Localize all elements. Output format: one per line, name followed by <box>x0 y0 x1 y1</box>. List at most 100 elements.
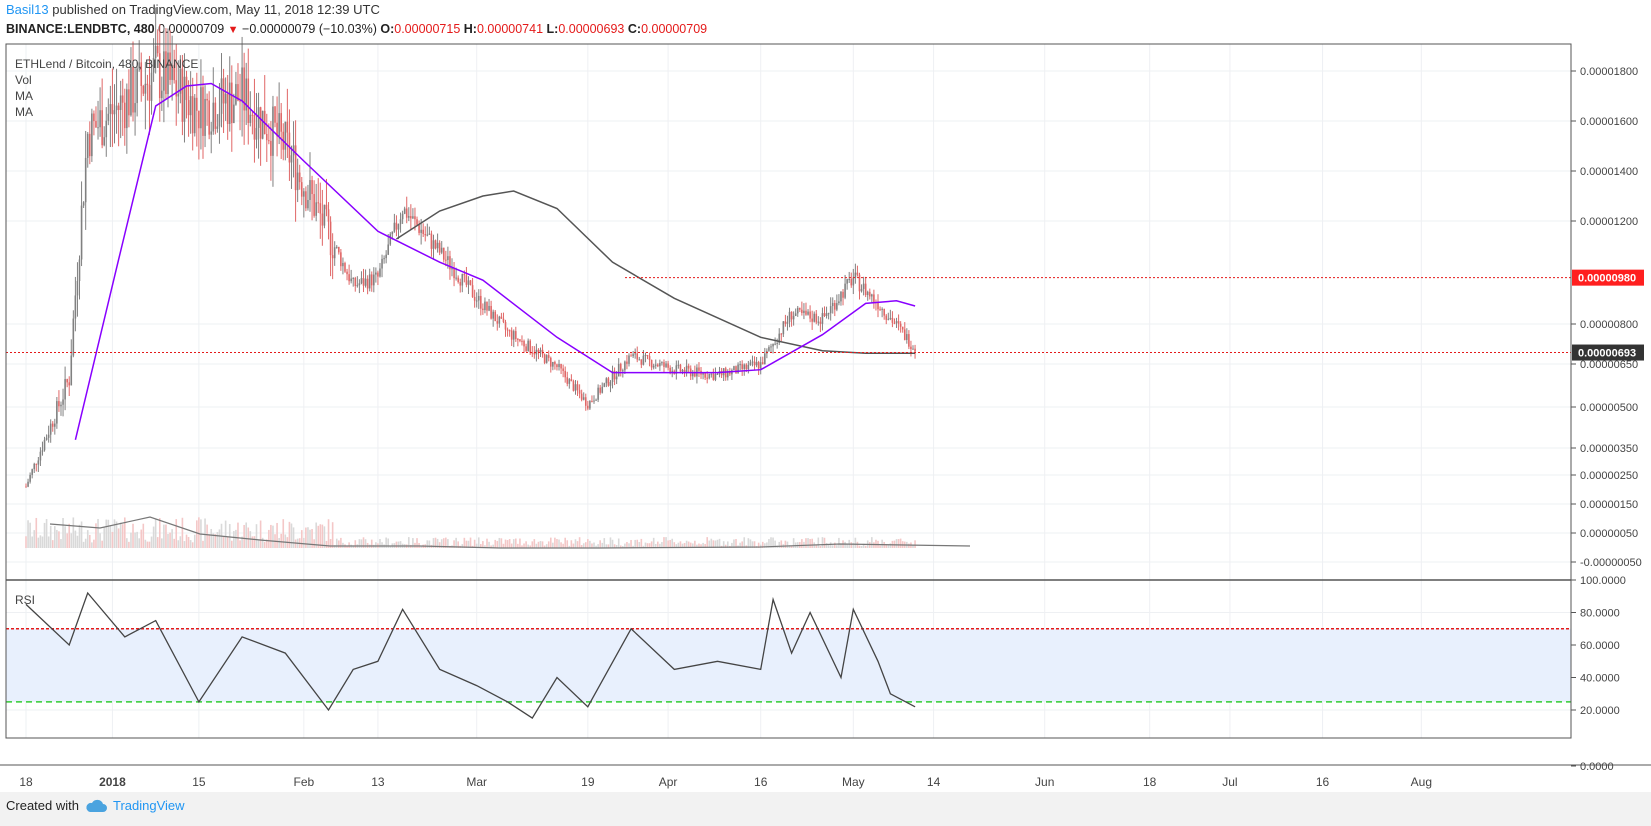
volume-bar <box>257 540 260 548</box>
author-link[interactable]: Basil13 <box>6 2 49 17</box>
candle-body <box>652 365 655 368</box>
volume-bar <box>889 543 892 548</box>
candle-body <box>778 333 781 343</box>
candle-body <box>681 369 684 372</box>
candle-body <box>599 387 601 393</box>
candle-body <box>383 258 385 260</box>
volume-bar <box>191 542 194 548</box>
candle-body <box>82 202 85 206</box>
candle-body <box>498 316 501 324</box>
volume-bar <box>584 542 587 548</box>
candle-body <box>142 85 145 94</box>
candle-body <box>86 133 89 158</box>
volume-bar <box>222 535 225 548</box>
candle-body <box>582 397 585 400</box>
candle-body <box>362 278 365 286</box>
volume-bar <box>268 529 270 548</box>
candle-body <box>527 340 529 351</box>
candle-body <box>780 333 783 335</box>
volume-bar <box>167 533 169 548</box>
candle-body <box>445 259 447 261</box>
volume-bar <box>237 522 239 548</box>
volume-bar <box>646 543 649 548</box>
candle-body <box>531 352 534 354</box>
volume-bar <box>224 520 227 548</box>
candle-body <box>552 361 554 367</box>
candle-body <box>35 463 38 465</box>
chart-frame <box>0 43 1651 826</box>
volume-bar <box>650 541 653 548</box>
candle-body <box>743 364 746 369</box>
candle-body <box>529 340 532 353</box>
candle-body <box>352 277 355 279</box>
volume-bar <box>169 532 171 548</box>
volume-bar <box>43 522 46 548</box>
candle-body <box>768 347 770 351</box>
volume-bar <box>142 523 145 548</box>
volume-bar <box>387 538 390 548</box>
volume-bar <box>455 537 457 548</box>
volume-bar <box>290 523 293 548</box>
volume-bar <box>523 543 525 548</box>
volume-bar <box>648 543 651 548</box>
tradingview-link[interactable]: TradingView <box>112 798 185 813</box>
volume-bar <box>453 540 455 548</box>
candle-body <box>838 301 840 304</box>
rsi-axis-label: 20.0000 <box>1580 705 1620 717</box>
candle-body <box>105 120 108 138</box>
volume-bar <box>718 538 721 548</box>
candle-body <box>167 52 169 95</box>
candle-body <box>751 361 754 363</box>
candle-body <box>451 268 453 270</box>
candle-body <box>68 382 71 386</box>
volume-bar <box>385 537 387 548</box>
volume-bar <box>704 543 706 548</box>
candle-body <box>895 321 898 324</box>
volume-bar <box>156 537 159 548</box>
volume-bar <box>111 531 114 548</box>
candle-body <box>607 378 610 386</box>
candle-body <box>881 308 883 310</box>
candle-body <box>226 93 229 124</box>
candle-body <box>78 259 81 281</box>
volume-bar <box>154 518 157 548</box>
high-value: 0.00000741 <box>476 22 544 36</box>
close-label: C: <box>627 22 642 36</box>
candle-body <box>587 405 589 409</box>
volume-bar <box>860 545 863 548</box>
candle-body <box>70 355 73 386</box>
candle-body <box>871 294 873 297</box>
candle-body <box>796 307 799 314</box>
volume-bar <box>607 544 610 548</box>
volume-bar <box>531 541 534 548</box>
volume-bar <box>105 519 108 548</box>
volume-bar <box>214 534 217 548</box>
candle-body <box>525 346 527 351</box>
candle-body <box>515 331 517 340</box>
volume-bar <box>189 540 192 548</box>
candle-body <box>191 96 194 134</box>
volume-bar <box>809 538 811 548</box>
candle-body <box>169 52 171 80</box>
volume-bar <box>39 535 42 548</box>
volume-bar <box>527 544 529 548</box>
candle-body <box>270 140 272 156</box>
volume-bar <box>300 530 303 548</box>
volume-bar <box>667 540 669 548</box>
candle-body <box>864 283 867 296</box>
candle-body <box>603 383 606 387</box>
volume-bar <box>348 542 350 548</box>
volume-bar <box>741 541 743 548</box>
candle-body <box>391 231 394 235</box>
candle-body <box>278 113 280 137</box>
last-price: 0.00000709 <box>158 22 225 36</box>
volume-bar <box>51 540 54 548</box>
candle-body <box>500 316 503 319</box>
volume-bar <box>790 545 793 548</box>
candle-body <box>389 234 392 245</box>
price-marker-label: 0.00000980 <box>1578 273 1636 285</box>
candle-body <box>148 85 151 101</box>
candle-body <box>119 95 122 110</box>
volume-bar <box>864 545 867 548</box>
